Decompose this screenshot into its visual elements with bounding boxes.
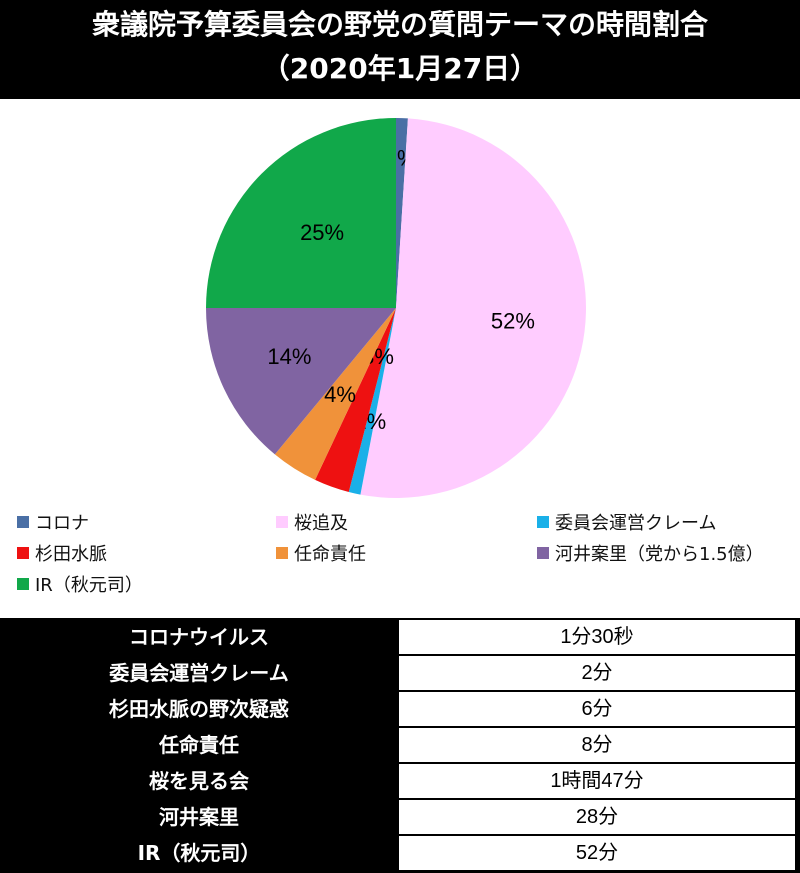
legend-label: IR（秋元司） xyxy=(35,575,143,596)
legend-swatch xyxy=(17,516,29,528)
legend-swatch xyxy=(17,578,29,590)
legend-label: 杉田水脈 xyxy=(35,544,107,565)
legend-label: 委員会運営クレーム xyxy=(555,513,717,534)
pie-chart: 1%52%1%3%4%14%25% xyxy=(206,117,587,498)
chart-title: 衆議院予算委員会の野党の質問テーマの時間割合 xyxy=(91,8,708,41)
row-value: 1時間47分 xyxy=(399,764,795,798)
table-row: IR（秋元司） 52分 xyxy=(0,835,800,871)
table-row: 任命責任 8分 xyxy=(0,727,800,763)
legend-swatch xyxy=(537,547,549,559)
slice-data-label: 52% xyxy=(491,309,535,334)
row-value: 1分30秒 xyxy=(399,620,795,654)
slice-data-label: 14% xyxy=(267,344,311,369)
legend-swatch xyxy=(276,516,288,528)
table-row: 桜を見る会 1時間47分 xyxy=(0,763,800,799)
row-label: 河井案里 xyxy=(159,805,239,829)
row-label: 任命責任 xyxy=(159,733,239,757)
legend-item: 委員会運営クレーム xyxy=(537,510,716,534)
table-row: コロナウイルス 1分30秒 xyxy=(0,619,800,655)
table-row: 河井案里 28分 xyxy=(0,799,800,835)
chart-subtitle: （2020年1月27日） xyxy=(261,52,539,85)
legend-label: 河井案里（党から1.5億） xyxy=(555,544,764,565)
row-value: 6分 xyxy=(399,692,795,726)
pie-slice xyxy=(315,308,396,493)
row-label: 委員会運営クレーム xyxy=(109,661,289,685)
chart-title-banner: 衆議院予算委員会の野党の質問テーマの時間割合 （2020年1月27日） xyxy=(0,0,800,99)
row-label: 桜を見る会 xyxy=(149,769,249,793)
row-value: 52分 xyxy=(399,836,795,870)
pie-slice xyxy=(206,308,396,455)
legend-item: コロナ xyxy=(17,510,89,534)
pie-slice xyxy=(348,308,396,495)
legend-label: コロナ xyxy=(35,513,89,534)
slice-data-label: 25% xyxy=(300,220,344,245)
pie-slice xyxy=(274,308,396,480)
legend-label: 桜追及 xyxy=(294,513,348,534)
row-label: コロナウイルス xyxy=(129,625,269,649)
row-label: 杉田水脈の野次疑惑 xyxy=(109,697,289,721)
legend-label: 任命責任 xyxy=(294,544,366,565)
legend-item: 杉田水脈 xyxy=(17,541,107,565)
legend-item: 桜追及 xyxy=(276,510,348,534)
row-value: 28分 xyxy=(399,800,795,834)
legend-swatch xyxy=(276,547,288,559)
legend-item: 河井案里（党から1.5億） xyxy=(537,541,764,565)
legend-item: IR（秋元司） xyxy=(17,572,143,596)
legend-item: 任命責任 xyxy=(276,541,366,565)
row-label: IR（秋元司） xyxy=(137,841,261,865)
pie-slice xyxy=(206,118,396,308)
table-row: 杉田水脈の野次疑惑 6分 xyxy=(0,691,800,727)
table-row: 委員会運営クレーム 2分 xyxy=(0,655,800,691)
time-table: コロナウイルス 1分30秒 委員会運営クレーム 2分 杉田水脈の野次疑惑 6分 … xyxy=(0,618,800,873)
row-value: 2分 xyxy=(399,656,795,690)
legend-swatch xyxy=(537,516,549,528)
pie-slice xyxy=(360,118,587,498)
legend-swatch xyxy=(17,547,29,559)
row-value: 8分 xyxy=(399,728,795,762)
pie-slice xyxy=(396,117,408,308)
